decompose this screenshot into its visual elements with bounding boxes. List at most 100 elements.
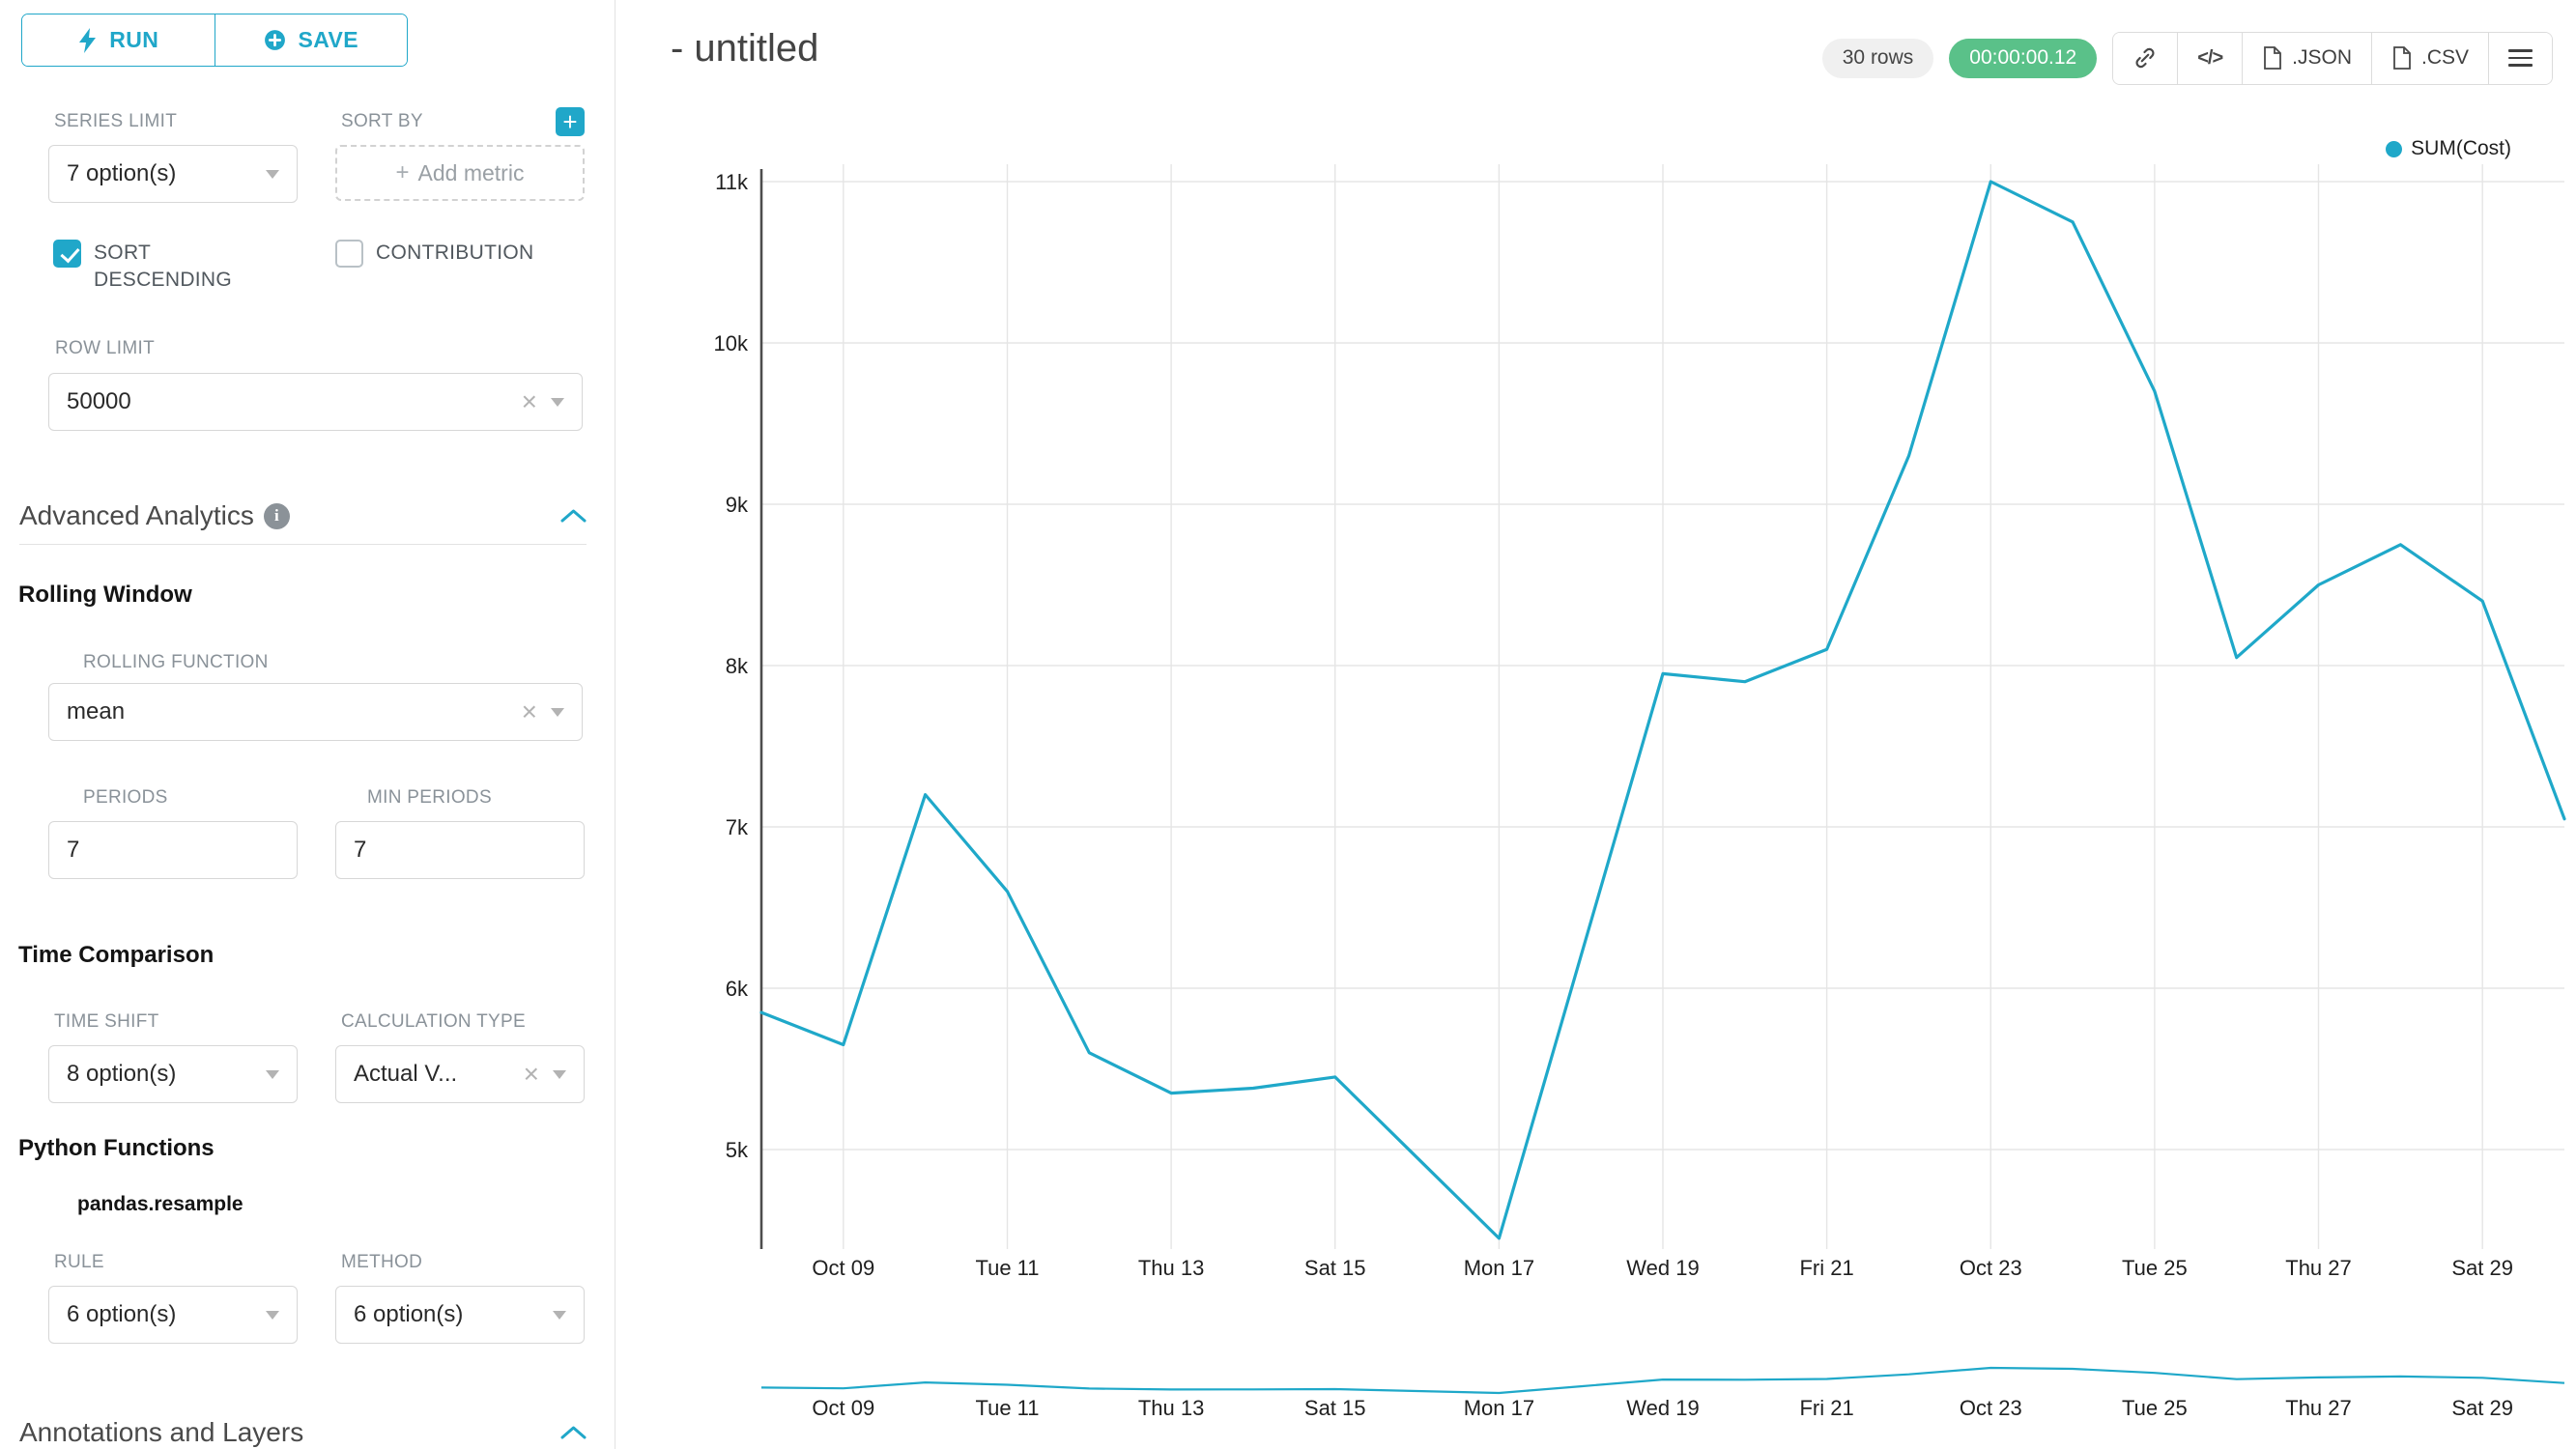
mini-x-tick-label: Fri 21 xyxy=(1799,1396,1853,1420)
chevron-down-icon[interactable] xyxy=(551,397,564,407)
calculation-type-select[interactable]: Actual V... × xyxy=(335,1045,585,1103)
mini-x-tick-label: Wed 19 xyxy=(1626,1396,1699,1420)
clear-icon[interactable]: × xyxy=(523,1059,539,1089)
save-label: SAVE xyxy=(298,27,359,52)
mini-x-tick-label: Tue 25 xyxy=(2122,1396,2188,1420)
row-count-badge: 30 rows xyxy=(1821,38,1934,78)
time-shift-select[interactable]: 8 option(s) xyxy=(48,1045,298,1103)
save-button[interactable]: SAVE xyxy=(215,14,407,66)
time-shift-value: 8 option(s) xyxy=(67,1061,177,1087)
row-limit-select[interactable]: 50000 × xyxy=(48,373,583,431)
x-tick-label: Wed 19 xyxy=(1626,1256,1699,1280)
x-tick-label: Thu 13 xyxy=(1138,1256,1205,1280)
chevron-down-icon[interactable] xyxy=(266,169,279,179)
sort-by-add-metric[interactable]: + Add metric xyxy=(335,145,585,201)
view-query-button[interactable]: </> xyxy=(2177,32,2243,84)
time-comparison-title: Time Comparison xyxy=(18,942,215,968)
add-sort-metric-button[interactable]: + xyxy=(556,107,585,136)
mini-x-tick-label: Sat 29 xyxy=(2451,1396,2513,1420)
x-tick-label: Fri 21 xyxy=(1799,1256,1853,1280)
plus-icon: + xyxy=(395,159,410,185)
plus-icon: + xyxy=(562,107,578,136)
rule-method-row: RULE 6 option(s) METHOD 6 option(s) xyxy=(48,1248,615,1344)
line-chart[interactable]: 5k 6k 7k 8k 9k 10k 11k Oct 09 Oct 09 Tue 11 Tue 11… xyxy=(615,116,2576,1449)
rolling-function-select[interactable]: mean × xyxy=(48,683,583,741)
chevron-up-icon[interactable] xyxy=(560,508,587,524)
info-icon[interactable]: i xyxy=(263,502,290,529)
series-limit-value: 7 option(s) xyxy=(67,160,177,186)
sort-descending-option[interactable]: SORT DESCENDING xyxy=(53,240,335,294)
rolling-function-label: ROLLING FUNCTION xyxy=(83,652,269,672)
contribution-label: CONTRIBUTION xyxy=(376,242,534,264)
y-tick-label: 6k xyxy=(726,977,749,1001)
chevron-down-icon[interactable] xyxy=(266,1310,279,1320)
x-tick-label: Oct 23 xyxy=(1960,1256,2022,1280)
checkbox-row: SORT DESCENDING CONTRIBUTION xyxy=(53,240,615,294)
min-periods-input[interactable] xyxy=(335,821,585,879)
limit-sort-row: SERIES LIMIT 7 option(s) SORT BY + + Add… xyxy=(48,107,615,203)
chevron-down-icon[interactable] xyxy=(551,707,564,717)
mini-x-tick-label: Thu 27 xyxy=(2285,1396,2352,1420)
export-button-group: </> .JSON .CSV xyxy=(2112,31,2553,85)
file-icon xyxy=(2264,46,2282,70)
advanced-analytics-header[interactable]: Advanced Analytics i xyxy=(0,500,615,531)
add-metric-placeholder: Add metric xyxy=(417,159,525,185)
chevron-down-icon[interactable] xyxy=(553,1069,566,1079)
mini-x-tick-label: Oct 23 xyxy=(1960,1396,2022,1420)
mini-x-tick-label: Sat 15 xyxy=(1304,1396,1366,1420)
series-line xyxy=(759,180,2566,1240)
row-limit-label: ROW LIMIT xyxy=(55,338,155,358)
rule-value: 6 option(s) xyxy=(67,1301,177,1327)
plus-circle-icon xyxy=(265,30,286,50)
rolling-function-value: mean xyxy=(67,698,126,724)
periods-label: PERIODS xyxy=(83,787,168,808)
chevron-down-icon[interactable] xyxy=(266,1069,279,1079)
control-panel: RUN SAVE SERIES LIMIT 7 option(s) SORT B… xyxy=(0,0,615,1449)
x-tick-label: Tue 25 xyxy=(2122,1256,2188,1280)
rule-select[interactable]: 6 option(s) xyxy=(48,1286,298,1344)
menu-button[interactable] xyxy=(2488,32,2552,84)
annotations-header[interactable]: Annotations and Layers xyxy=(0,1417,615,1448)
clear-icon[interactable]: × xyxy=(521,696,537,726)
export-json-button[interactable]: .JSON xyxy=(2242,32,2371,84)
mini-x-tick-label: Mon 17 xyxy=(1464,1396,1534,1420)
mini-series-line xyxy=(760,1366,2565,1395)
method-label: METHOD xyxy=(341,1252,423,1272)
row-limit-value: 50000 xyxy=(67,388,131,414)
legend-dot-icon xyxy=(2386,140,2403,157)
sort-descending-label: SORT DESCENDING xyxy=(94,242,233,291)
code-icon: </> xyxy=(2197,46,2223,69)
chart-legend[interactable]: SUM(Cost) xyxy=(2386,137,2511,160)
sort-descending-checkbox[interactable] xyxy=(53,240,81,268)
mini-x-tick-label: Tue 11 xyxy=(975,1396,1039,1420)
periods-input[interactable] xyxy=(48,821,298,879)
min-periods-label: MIN PERIODS xyxy=(367,787,492,808)
pandas-resample-label: pandas.resample xyxy=(77,1193,243,1215)
file-icon xyxy=(2393,46,2411,70)
link-icon xyxy=(2135,47,2155,69)
calculation-type-label: CALCULATION TYPE xyxy=(341,1011,526,1032)
mini-x-tick-label: Thu 13 xyxy=(1138,1396,1205,1420)
y-tick-label: 8k xyxy=(726,654,749,678)
json-label: .JSON xyxy=(2292,46,2352,69)
chart-title[interactable]: - untitled xyxy=(671,27,819,70)
clear-icon[interactable]: × xyxy=(521,386,537,416)
contribution-option[interactable]: CONTRIBUTION xyxy=(335,240,533,294)
chevron-down-icon[interactable] xyxy=(553,1310,566,1320)
bolt-icon xyxy=(79,27,97,53)
run-label: RUN xyxy=(109,27,159,52)
legend-label: SUM(Cost) xyxy=(2411,137,2511,159)
export-csv-button[interactable]: .CSV xyxy=(2370,32,2488,84)
method-select[interactable]: 6 option(s) xyxy=(335,1286,585,1344)
run-button[interactable]: RUN xyxy=(22,14,215,66)
contribution-checkbox[interactable] xyxy=(335,240,363,268)
share-link-button[interactable] xyxy=(2113,32,2178,84)
section-divider xyxy=(19,544,587,545)
series-limit-select[interactable]: 7 option(s) xyxy=(48,145,298,203)
python-functions-title: Python Functions xyxy=(18,1135,215,1161)
chevron-up-icon[interactable] xyxy=(560,1425,587,1440)
y-tick-label: 9k xyxy=(726,493,749,517)
periods-row: PERIODS MIN PERIODS xyxy=(48,783,615,879)
time-shift-label: TIME SHIFT xyxy=(54,1011,159,1032)
run-save-group: RUN SAVE xyxy=(21,14,408,67)
